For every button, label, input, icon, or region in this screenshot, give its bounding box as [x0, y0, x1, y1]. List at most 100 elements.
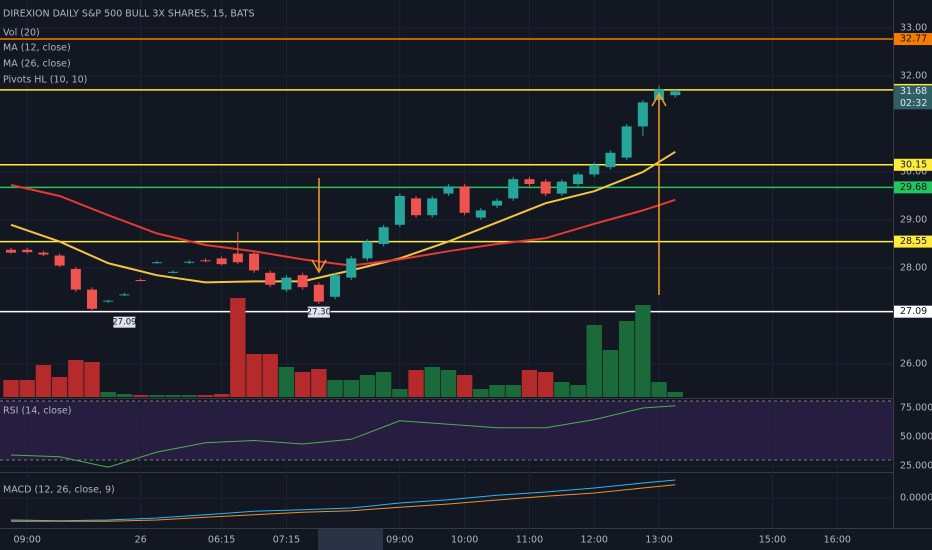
y-tick-label: 28.00	[900, 262, 927, 273]
x-tick-label: 09:00	[14, 535, 41, 546]
x-tick-label: 15:00	[759, 535, 786, 546]
volume-bar	[116, 394, 133, 397]
candle-body	[443, 186, 454, 194]
candle-body	[492, 200, 503, 206]
x-tick-label: 06:15	[208, 535, 235, 546]
candle-body	[637, 102, 648, 127]
arrow-head	[651, 92, 667, 107]
candle-body	[297, 275, 308, 288]
volume-bar	[602, 350, 619, 397]
volume-bar	[246, 354, 262, 397]
volume-bar	[392, 389, 408, 397]
candle-body	[524, 179, 535, 184]
candle-body	[427, 198, 438, 216]
candle-body	[70, 268, 81, 290]
x-tick-label: 16:00	[824, 535, 851, 546]
y-tick-label: 25.0000	[900, 460, 932, 471]
annotation-label: 27.30	[307, 308, 331, 318]
volume-bar	[618, 321, 635, 397]
timer-label: 02:32	[900, 98, 927, 109]
volume-bar	[294, 372, 311, 397]
annotation-box	[113, 316, 136, 328]
volume-bar	[440, 370, 457, 397]
level-tag	[894, 305, 932, 318]
candle-body	[216, 258, 227, 265]
candle-body	[362, 241, 373, 259]
volume-bar	[84, 362, 100, 397]
candle-body	[330, 275, 341, 297]
volume-bar	[230, 298, 246, 397]
y-tick-label: 0.0000	[900, 493, 932, 504]
candle-body	[249, 253, 260, 271]
volume-bar	[100, 392, 116, 397]
volume-bar	[408, 370, 424, 397]
candle-body	[86, 289, 98, 309]
x-tick-label: 13:00	[645, 535, 672, 546]
series-line	[10, 479, 676, 522]
candle-body	[200, 260, 211, 262]
volume-bar	[473, 389, 489, 397]
y-tick-label: 30.00	[900, 166, 927, 177]
volume-bar	[327, 380, 343, 397]
candle-body	[508, 179, 519, 199]
candle-body	[22, 249, 33, 253]
volume-bar	[521, 370, 538, 397]
y-tick-label: 33.00	[900, 22, 927, 33]
candle-body	[475, 210, 486, 218]
x-tick-label: 07:15	[273, 535, 300, 546]
candle-body	[621, 126, 632, 158]
x-tick-label: 26	[135, 535, 147, 546]
volume-bar	[165, 395, 181, 397]
rsi-band	[0, 401, 893, 460]
level-label: 32.77	[900, 34, 927, 45]
annotation-label: 27.09	[112, 318, 136, 328]
volume-bar	[635, 305, 651, 397]
candle-body	[168, 271, 179, 273]
arrow-head	[311, 259, 327, 274]
volume-bar	[51, 377, 68, 397]
volume-bar	[181, 395, 197, 397]
chart-title: DIREXION DAILY S&P 500 BULL 3X SHARES, 1…	[3, 9, 255, 20]
candle-body	[5, 249, 17, 253]
level-tag	[894, 181, 932, 194]
y-tick-label: 29.00	[900, 214, 927, 225]
annotation-box	[307, 306, 330, 318]
candle-body	[556, 181, 567, 194]
volume-bar	[68, 360, 84, 397]
volume-bar	[149, 395, 165, 397]
candle-body	[670, 91, 681, 96]
y-tick-label: 50.0000	[900, 432, 932, 443]
volume-bar	[570, 385, 586, 397]
volume-bar	[375, 372, 392, 397]
candle-body	[394, 195, 405, 225]
candle-body	[232, 253, 243, 263]
candle-body	[265, 272, 276, 285]
session-highlight	[318, 529, 383, 550]
legend-entry: Pivots HL (10, 10)	[3, 75, 87, 86]
candle-body	[573, 174, 584, 184]
legend-entry: MA (26, close)	[3, 59, 71, 70]
volume-bar	[19, 380, 35, 397]
y-tick-label: 26.00	[900, 358, 927, 369]
candle-body	[119, 294, 130, 296]
volume-bar	[278, 367, 295, 397]
candle-body	[411, 198, 422, 216]
volume-bar	[456, 375, 473, 397]
legend-entry: MA (12, close)	[3, 43, 71, 54]
volume-bar	[489, 385, 505, 397]
volume-bar	[311, 369, 327, 397]
candle-body	[281, 277, 292, 290]
level-tag	[894, 158, 932, 171]
pane-title: RSI (14, close)	[3, 406, 71, 417]
candle-body	[54, 255, 65, 266]
candle-body	[605, 152, 616, 168]
volume-bar	[359, 375, 376, 397]
y-tick-label: 32.00	[900, 70, 927, 81]
series-line	[10, 405, 676, 468]
candle-body	[184, 261, 195, 263]
pane-title: MACD (12, 26, close, 9)	[3, 485, 115, 496]
volume-bar	[554, 382, 570, 397]
candle-body	[540, 181, 551, 194]
volume-bar	[262, 354, 278, 397]
